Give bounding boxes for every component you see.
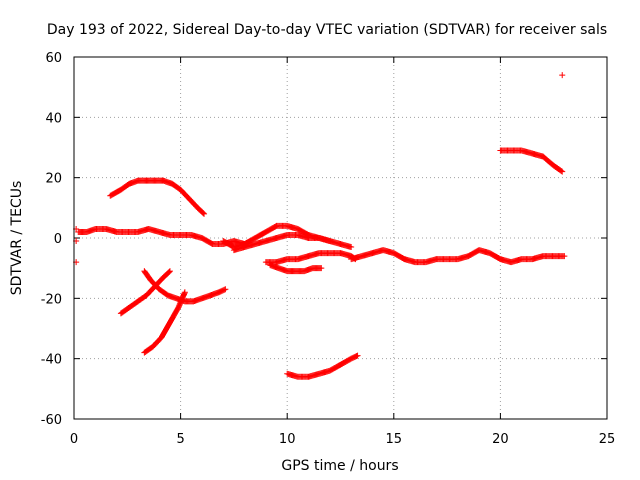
- y-tick-label: -40: [41, 353, 62, 368]
- y-tick-label: -60: [41, 413, 62, 428]
- trace-marker-track-2: [207, 239, 214, 246]
- trace-marker-track-4: [221, 286, 228, 293]
- y-tick-label: 60: [45, 51, 62, 66]
- x-tick-label: 10: [279, 432, 296, 447]
- chart-title: Day 193 of 2022, Sidereal Day-to-day VTE…: [47, 22, 607, 38]
- x-tick-label: 5: [176, 432, 184, 447]
- x-tick-label: 0: [70, 432, 78, 447]
- trace-marker-track-1: [200, 210, 207, 217]
- trace-marker-track-4: [220, 287, 227, 294]
- data-point-isolated: [559, 72, 566, 79]
- trace-marker-track-11: [495, 255, 502, 262]
- y-tick-label: 20: [45, 172, 62, 187]
- trace-marker-track-3: [166, 268, 173, 275]
- trace-marker-track-5: [165, 321, 172, 328]
- trace-marker-track-12: [558, 167, 565, 174]
- trace-marker-track-11: [399, 255, 406, 262]
- y-axis-label: SDTVAR / TECUs: [9, 181, 25, 296]
- trace-marker-track-11: [560, 253, 567, 260]
- x-tick-label: 20: [492, 432, 509, 447]
- trace-marker-track-5: [174, 306, 181, 313]
- trace-marker-track-3: [165, 269, 172, 276]
- trace-marker-track-10: [346, 356, 353, 363]
- grid-layer: [74, 57, 607, 419]
- y-tick-label: 0: [54, 232, 62, 247]
- x-tick-label: 25: [599, 432, 616, 447]
- x-tick-label: 15: [386, 432, 403, 447]
- trace-marker-track-7: [347, 243, 354, 250]
- trace-marker-track-5: [181, 290, 188, 297]
- y-tick-label: 40: [45, 111, 62, 126]
- plot-frame: [73, 56, 608, 420]
- trace-marker-track-12: [557, 167, 564, 174]
- tick-layer: 0 5 10 15 20 25 -60 -40 -20 0 20 40 60: [41, 51, 616, 447]
- trace-marker-track-1: [199, 209, 206, 216]
- trace-marker-track-6: [271, 224, 278, 231]
- trace-marker-track-10: [353, 353, 360, 360]
- x-axis-label: GPS time / hours: [281, 458, 398, 474]
- y-tick-label: -20: [41, 292, 62, 307]
- point-layer: [73, 72, 568, 380]
- trace-marker-track-10: [352, 353, 359, 360]
- trace-marker-track-9: [317, 265, 324, 272]
